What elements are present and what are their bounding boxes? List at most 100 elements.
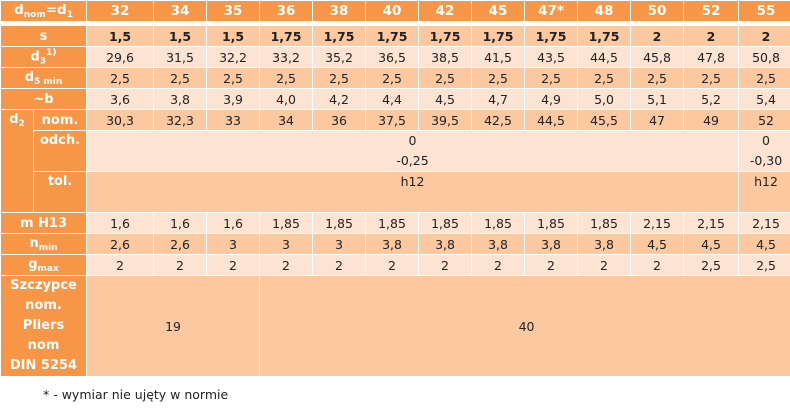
nom-label: nom. (32, 109, 88, 131)
value-cell: 2,5 (630, 67, 685, 89)
value-cell: 3 (259, 233, 314, 255)
value-cell: 2,5 (524, 67, 579, 89)
value-cell: 4,5 (738, 233, 790, 255)
value-cell: 3,8 (365, 233, 420, 255)
value-cell: 2 (206, 254, 261, 276)
value-cell: 2,5 (471, 67, 526, 89)
column-header: 38 (312, 0, 367, 26)
value-cell: 52 (738, 109, 790, 131)
value-cell: 1,85 (365, 212, 420, 234)
header-label: dnom=d1 (0, 0, 88, 26)
column-header: 45 (471, 0, 526, 26)
value-cell: 49 (683, 109, 740, 131)
value-cell: 5,4 (738, 88, 790, 110)
row-label: d5 min (0, 67, 88, 89)
row-label: d31) (0, 46, 88, 68)
value-cell: 1,85 (577, 212, 632, 234)
value-cell: 1,6 (206, 212, 261, 234)
row-b: ~b 3,6 3,8 3,9 4,0 4,2 4,4 4,5 4,7 4,9 5,0 5,1 5,2 5,… (0, 88, 790, 110)
row-label: m H13 (0, 212, 88, 234)
value-cell: 50,8 (738, 46, 790, 68)
value-cell: 4,0 (259, 88, 314, 110)
value-cell: 31,5 (153, 46, 208, 68)
value-cell: 2 (365, 254, 420, 276)
column-header: 36 (259, 0, 314, 26)
footnote: * - wymiar nie ujęty w normie (43, 387, 229, 402)
value-cell: 2,5 (365, 67, 420, 89)
value-cell: 4,5 (418, 88, 473, 110)
row-pliers: Szczypce nom. Pliers nom DIN 5254 19 40 (0, 275, 790, 377)
value-cell: 47,8 (683, 46, 740, 68)
value-cell: 44,5 (524, 109, 579, 131)
value-cell: 34 (259, 109, 314, 131)
value-cell: 2,5 (259, 67, 314, 89)
value-cell: 1,75 (418, 23, 473, 47)
column-header: 40 (365, 0, 420, 26)
value-cell: 3,6 (86, 88, 155, 110)
row-g: gmax 2 2 2 2 2 2 2 2 2 2 2 2,5 2,5 (0, 254, 790, 276)
header-row: dnom=d1 32 34 35 36 38 40 42 45 47* 48 50 52 55 (0, 0, 790, 26)
value-cell: 3 (206, 233, 261, 255)
value-cell: 4,2 (312, 88, 367, 110)
value-cell: 2,5 (206, 67, 261, 89)
column-header: 48 (577, 0, 632, 26)
value-cell: 2,5 (312, 67, 367, 89)
value-cell: 2,6 (86, 233, 155, 255)
value-cell: 2,6 (153, 233, 208, 255)
row-d2-odch: odch. 0 -0,25 0 -0,30 (1, 130, 790, 172)
row-label: nmin (0, 233, 88, 255)
value-cell: 45,8 (630, 46, 685, 68)
value-cell: 39,5 (418, 109, 473, 131)
row-d5: d5 min 2,5 2,5 2,5 2,5 2,5 2,5 2,5 2,5 2,5 2,5 2,5 2… (0, 67, 790, 89)
value-cell: 1,85 (312, 212, 367, 234)
row-label: gmax (0, 254, 88, 276)
value-cell: 2 (683, 23, 740, 47)
value-cell: 1,75 (312, 23, 367, 47)
value-cell: 2 (738, 23, 790, 47)
value-cell: 5,0 (577, 88, 632, 110)
value-cell: 3,8 (577, 233, 632, 255)
value-cell: 3,8 (471, 233, 526, 255)
row-d3: d31) 29,6 31,5 32,2 33,2 35,2 36,5 38,5 41,5 43,5… (0, 46, 790, 68)
value-cell: 1,5 (86, 23, 155, 47)
pliers-value-group2: 40 (259, 275, 790, 377)
value-cell: 4,9 (524, 88, 579, 110)
column-header: 34 (153, 0, 208, 26)
value-cell: 4,4 (365, 88, 420, 110)
value-cell: 2 (418, 254, 473, 276)
value-cell: 2 (630, 23, 685, 47)
value-cell: 1,6 (153, 212, 208, 234)
value-cell: 38,5 (418, 46, 473, 68)
odch-value-group1: 0 -0,25 (86, 130, 740, 172)
value-cell: 30,3 (86, 109, 155, 131)
value-cell: 1,85 (418, 212, 473, 234)
value-cell: 2,5 (683, 254, 740, 276)
value-cell: 4,7 (471, 88, 526, 110)
value-cell: 1,85 (259, 212, 314, 234)
value-cell: 2 (86, 254, 155, 276)
value-cell: 2 (312, 254, 367, 276)
value-cell: 2 (259, 254, 314, 276)
value-cell: 41,5 (471, 46, 526, 68)
value-cell: 1,75 (524, 23, 579, 47)
value-cell: 47 (630, 109, 685, 131)
value-cell: 5,1 (630, 88, 685, 110)
value-cell: 1,5 (206, 23, 261, 47)
odch-value-group2: 0 -0,30 (738, 130, 790, 172)
value-cell: 2 (524, 254, 579, 276)
value-cell: 2,5 (683, 67, 740, 89)
tol-value-group2: h12 (738, 171, 790, 213)
value-cell: 2,5 (738, 67, 790, 89)
value-cell: 2,5 (153, 67, 208, 89)
value-cell: 3,8 (418, 233, 473, 255)
row-s: s 1,5 1,5 1,5 1,75 1,75 1,75 1,75 1,75 1,75 1,75 2 2… (0, 23, 790, 47)
value-cell: 45,5 (577, 109, 632, 131)
value-cell: 2,5 (738, 254, 790, 276)
value-cell: 33,2 (259, 46, 314, 68)
value-cell: 1,75 (471, 23, 526, 47)
value-cell: 2,15 (683, 212, 740, 234)
column-header: 32 (86, 0, 155, 26)
value-cell: 36 (312, 109, 367, 131)
value-cell: 1,85 (471, 212, 526, 234)
value-cell: 1,6 (86, 212, 155, 234)
